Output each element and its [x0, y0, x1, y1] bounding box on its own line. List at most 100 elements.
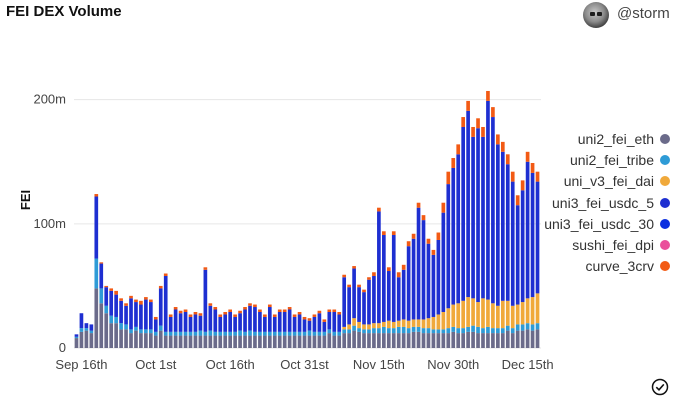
bar-segment-uni2_fei_tribe: [292, 331, 297, 336]
bar-segment-uni2_fei_eth: [451, 331, 456, 348]
bar-segment-uni3_fei_usdc_5: [223, 314, 228, 332]
check-circle-icon[interactable]: [651, 378, 669, 396]
bar-segment-uni_v3_fei_dai: [352, 318, 356, 326]
bar-segment-uni3_fei_usdc_5: [436, 239, 441, 315]
bar-segment-curve_3crv: [213, 307, 218, 310]
bar-segment-uni3_fei_usdc_5: [396, 277, 401, 321]
bar-segment-uni2_fei_tribe: [411, 326, 416, 332]
bar-segment-uni2_fei_tribe: [114, 316, 118, 324]
bar-segment-uni2_fei_eth: [406, 333, 411, 348]
bar-segment-uni2_fei_eth: [74, 338, 79, 348]
bar-segment-uni2_fei_eth: [456, 333, 461, 348]
bar-segment-uni_v3_fei_dai: [416, 319, 421, 327]
bar-segment-curve_3crv: [515, 195, 520, 206]
bar-segment-uni3_fei_usdc_5: [406, 246, 411, 321]
bar-segment-uni_v3_fei_dai: [446, 308, 451, 329]
bar-segment-uni2_fei_tribe: [74, 336, 79, 339]
bar-segment-uni2_fei_eth: [272, 335, 277, 348]
legend-item-uni3_fei_usdc_30[interactable]: uni3_fei_usdc_30: [520, 213, 670, 234]
bar-segment-curve_3crv: [124, 303, 128, 306]
bar-segment-curve_3crv: [149, 299, 153, 303]
bar-segment-uni3_fei_usdc_5: [292, 316, 297, 332]
bar-segment-uni3_fei_usdc_5: [466, 110, 470, 298]
bar-segment-curve_3crv: [109, 288, 114, 291]
bar-segment-uni_v3_fei_dai: [451, 304, 456, 327]
bar-segment-curve_3crv: [476, 118, 480, 129]
bar-segment-uni2_fei_tribe: [421, 328, 426, 334]
legend-item-uni2_fei_eth[interactable]: uni2_fei_eth: [520, 128, 670, 149]
bar-segment-uni2_fei_tribe: [510, 328, 515, 334]
legend-item-uni3_fei_usdc_5[interactable]: uni3_fei_usdc_5: [520, 192, 670, 213]
bar-segment-uni2_fei_eth: [431, 333, 436, 348]
bar-segment-uni2_fei_tribe: [139, 329, 143, 334]
bar-segment-uni3_fei_usdc_5: [213, 309, 218, 332]
bar-segment-uni3_fei_usdc_5: [282, 311, 287, 332]
bar-segment-uni2_fei_eth: [203, 335, 208, 348]
bar-segment-curve_3crv: [233, 314, 237, 317]
bar-segment-uni3_fei_usdc_5: [302, 319, 307, 332]
bar-segment-uni2_fei_eth: [332, 335, 337, 348]
bar-segment-curve_3crv: [253, 304, 257, 308]
bar-segment-uni2_fei_tribe: [282, 331, 287, 336]
legend-item-sushi_fei_dpi[interactable]: sushi_fei_dpi: [520, 234, 670, 255]
bar-segment-uni2_fei_eth: [520, 330, 525, 348]
bar-segment-uni2_fei_tribe: [406, 328, 411, 334]
bar-segment-uni2_fei_tribe: [218, 331, 223, 336]
bar-segment-uni_v3_fei_dai: [471, 298, 475, 326]
bar-segment-uni2_fei_tribe: [386, 328, 391, 334]
bar-segment-uni2_fei_tribe: [367, 329, 371, 334]
bar-segment-uni2_fei_tribe: [297, 331, 302, 336]
bar-segment-curve_3crv: [297, 311, 302, 315]
legend-item-uni2_fei_tribe[interactable]: uni2_fei_tribe: [520, 149, 670, 170]
bar-segment-uni2_fei_tribe: [471, 325, 475, 332]
bar-segment-uni2_fei_tribe: [134, 326, 138, 331]
bar-segment-uni2_fei_tribe: [124, 324, 128, 330]
bar-segment-uni_v3_fei_dai: [496, 305, 500, 329]
bar-segment-uni2_fei_tribe: [233, 331, 237, 336]
bar-segment-uni2_fei_tribe: [481, 328, 485, 334]
bar-segment-uni2_fei_eth: [144, 333, 148, 348]
bar-segment-curve_3crv: [287, 307, 292, 310]
bar-segment-uni3_fei_usdc_5: [99, 263, 104, 289]
legend-item-uni_v3_fei_dai[interactable]: uni_v3_fei_dai: [520, 171, 670, 192]
bar-segment-uni2_fei_eth: [228, 335, 232, 348]
bar-segment-uni2_fei_eth: [153, 335, 158, 348]
bar-segment-uni3_fei_usdc_5: [129, 298, 133, 330]
bar-segment-curve_3crv: [441, 202, 446, 213]
bar-segment-uni2_fei_eth: [114, 323, 118, 348]
bar-segment-uni2_fei_eth: [347, 333, 351, 348]
bar-segment-uni2_fei_eth: [129, 333, 133, 348]
bar-segment-uni3_fei_usdc_5: [198, 315, 203, 331]
bar-segment-uni2_fei_tribe: [79, 328, 84, 332]
bar-segment-uni_v3_fei_dai: [372, 323, 376, 329]
bar-segment-uni2_fei_eth: [342, 333, 347, 348]
bar-segment-curve_3crv: [525, 151, 530, 162]
legend-item-curve_3crv[interactable]: curve_3crv: [520, 256, 670, 277]
bar-segment-uni3_fei_usdc_5: [451, 167, 456, 305]
bar-segment-uni2_fei_tribe: [228, 331, 232, 336]
bar-segment-uni2_fei_eth: [515, 330, 520, 348]
bar-segment-uni3_fei_usdc_5: [481, 136, 485, 299]
legend-dot-icon: [660, 133, 670, 144]
bar-segment-curve_3crv: [178, 310, 183, 314]
bar-segment-uni2_fei_tribe: [525, 323, 530, 330]
bar-segment-uni2_fei_tribe: [466, 326, 470, 332]
bar-segment-uni2_fei_eth: [327, 333, 332, 348]
user-handle[interactable]: @storm: [617, 5, 670, 22]
bar-segment-uni3_fei_usdc_5: [253, 307, 257, 332]
bar-segment-uni2_fei_tribe: [332, 331, 337, 336]
bar-segment-uni2_fei_eth: [208, 335, 213, 348]
bar-segment-curve_3crv: [357, 284, 361, 288]
bar-segment-uni2_fei_eth: [243, 335, 247, 348]
bar-segment-uni2_fei_eth: [104, 313, 109, 348]
bar-segment-uni2_fei_eth: [183, 335, 188, 348]
bar-segment-uni_v3_fei_dai: [357, 321, 361, 329]
bar-segment-uni2_fei_tribe: [491, 328, 495, 334]
bar-segment-uni_v3_fei_dai: [456, 303, 461, 329]
bar-segment-uni3_fei_usdc_5: [426, 243, 431, 319]
bar-segment-uni_v3_fei_dai: [367, 324, 371, 330]
x-tick-label: Nov 15th: [353, 357, 405, 372]
skull-avatar-icon[interactable]: [583, 2, 609, 28]
legend-dot-icon: [660, 240, 670, 251]
